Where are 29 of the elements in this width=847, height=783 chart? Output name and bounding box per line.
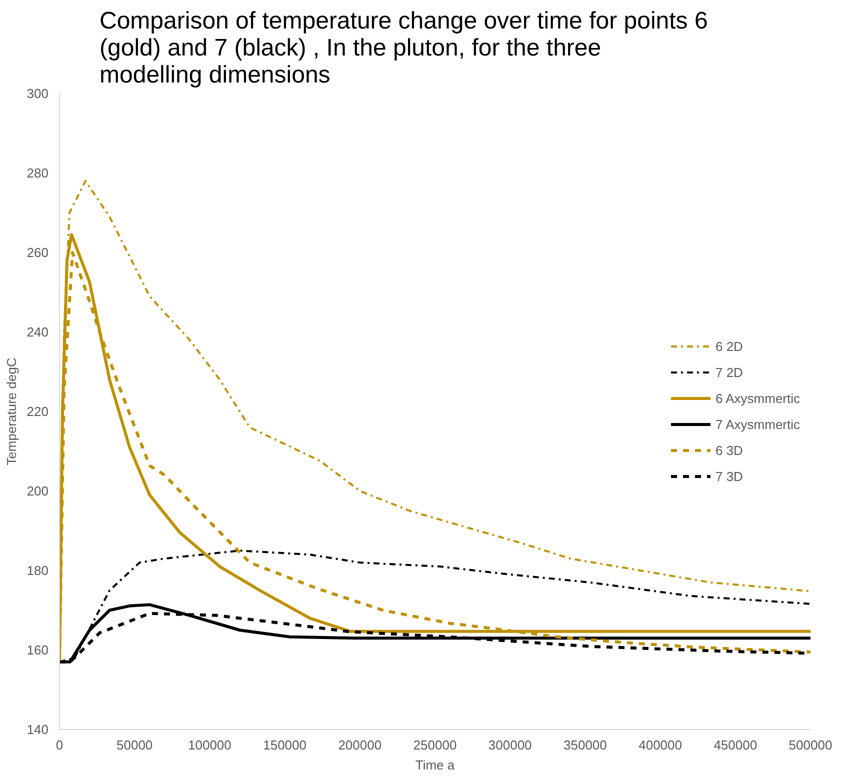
x-tick-label: 150000 [263,738,306,752]
y-tick-label: 220 [26,404,49,419]
x-tick-label: 200000 [338,738,382,752]
x-tick-label: 500000 [788,738,832,752]
legend-label: 6 2D [715,338,743,354]
x-axis-title: Time a [415,758,456,772]
x-tick-label: 0 [56,738,64,752]
x-tick-label: 50000 [116,738,153,752]
legend-label: 7 2D [715,364,743,380]
legend-label: 6 Axysmmertic [715,390,800,406]
y-tick-label: 200 [26,484,49,498]
legend-label: 7 Axysmmertic [715,416,800,432]
x-tick-label: 450000 [714,738,758,752]
y-tick-label: 300 [26,86,49,101]
legend-label: 7 3D [715,468,743,484]
y-tick-label: 180 [26,563,49,578]
y-tick-label: 280 [26,166,49,180]
x-tick-label: 250000 [413,738,457,752]
y-tick-label: 160 [26,642,49,658]
x-tick-label: 400000 [638,738,682,752]
y-axis-title: Temperature degC [4,358,19,466]
legend-label: 6 3D [715,442,743,458]
y-tick-label: 140 [26,722,49,737]
x-tick-label: 350000 [564,738,607,752]
chart-title: Comparison of temperature change over time for points 6 (gold) and 7 (black) , In the pluton, for the three modelling dimensions [100,8,708,88]
x-tick-label: 300000 [488,738,532,752]
y-tick-label: 260 [26,245,49,260]
y-tick-label: 240 [26,324,49,340]
x-tick-label: 100000 [188,738,232,752]
